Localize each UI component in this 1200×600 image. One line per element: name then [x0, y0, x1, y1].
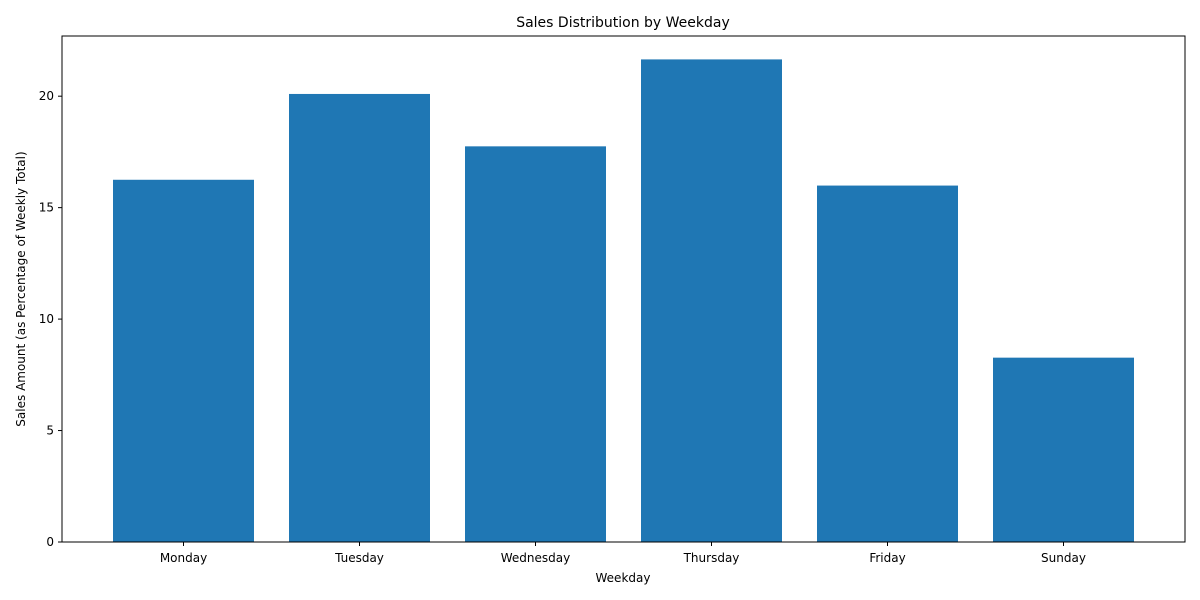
bar-friday	[817, 185, 958, 542]
x-tick-label: Friday	[869, 551, 905, 565]
x-ticks-group: Monday Tuesday Wednesday Thursday Friday Sund…	[160, 542, 1086, 565]
x-tick-label: Thursday	[683, 551, 740, 565]
bar-sunday	[993, 357, 1134, 542]
bar-tuesday	[289, 93, 430, 543]
x-axis-label: Weekday	[596, 571, 651, 585]
y-axis-label: Sales Amount (as Percentage of Weekly To…	[14, 151, 28, 426]
bar-monday	[113, 179, 254, 542]
plot-area-frame	[61, 35, 1186, 543]
bar-wednesday	[465, 146, 606, 542]
x-tick-label: Tuesday	[334, 551, 384, 565]
x-tick-label: Wednesday	[501, 551, 570, 565]
x-tick-label: Monday	[160, 551, 207, 565]
y-tick-label: 0	[46, 535, 54, 549]
y-ticks-group: 0 5 10 15 20	[39, 89, 62, 549]
y-tick-label: 10	[39, 312, 54, 326]
y-tick-label: 5	[46, 424, 54, 438]
bars-group	[113, 59, 1134, 543]
x-tick-label: Sunday	[1041, 551, 1086, 565]
bar-thursday	[641, 59, 782, 543]
y-tick-label: 15	[39, 201, 54, 215]
y-tick-label: 20	[39, 89, 54, 103]
chart-title: Sales Distribution by Weekday	[516, 15, 730, 31]
